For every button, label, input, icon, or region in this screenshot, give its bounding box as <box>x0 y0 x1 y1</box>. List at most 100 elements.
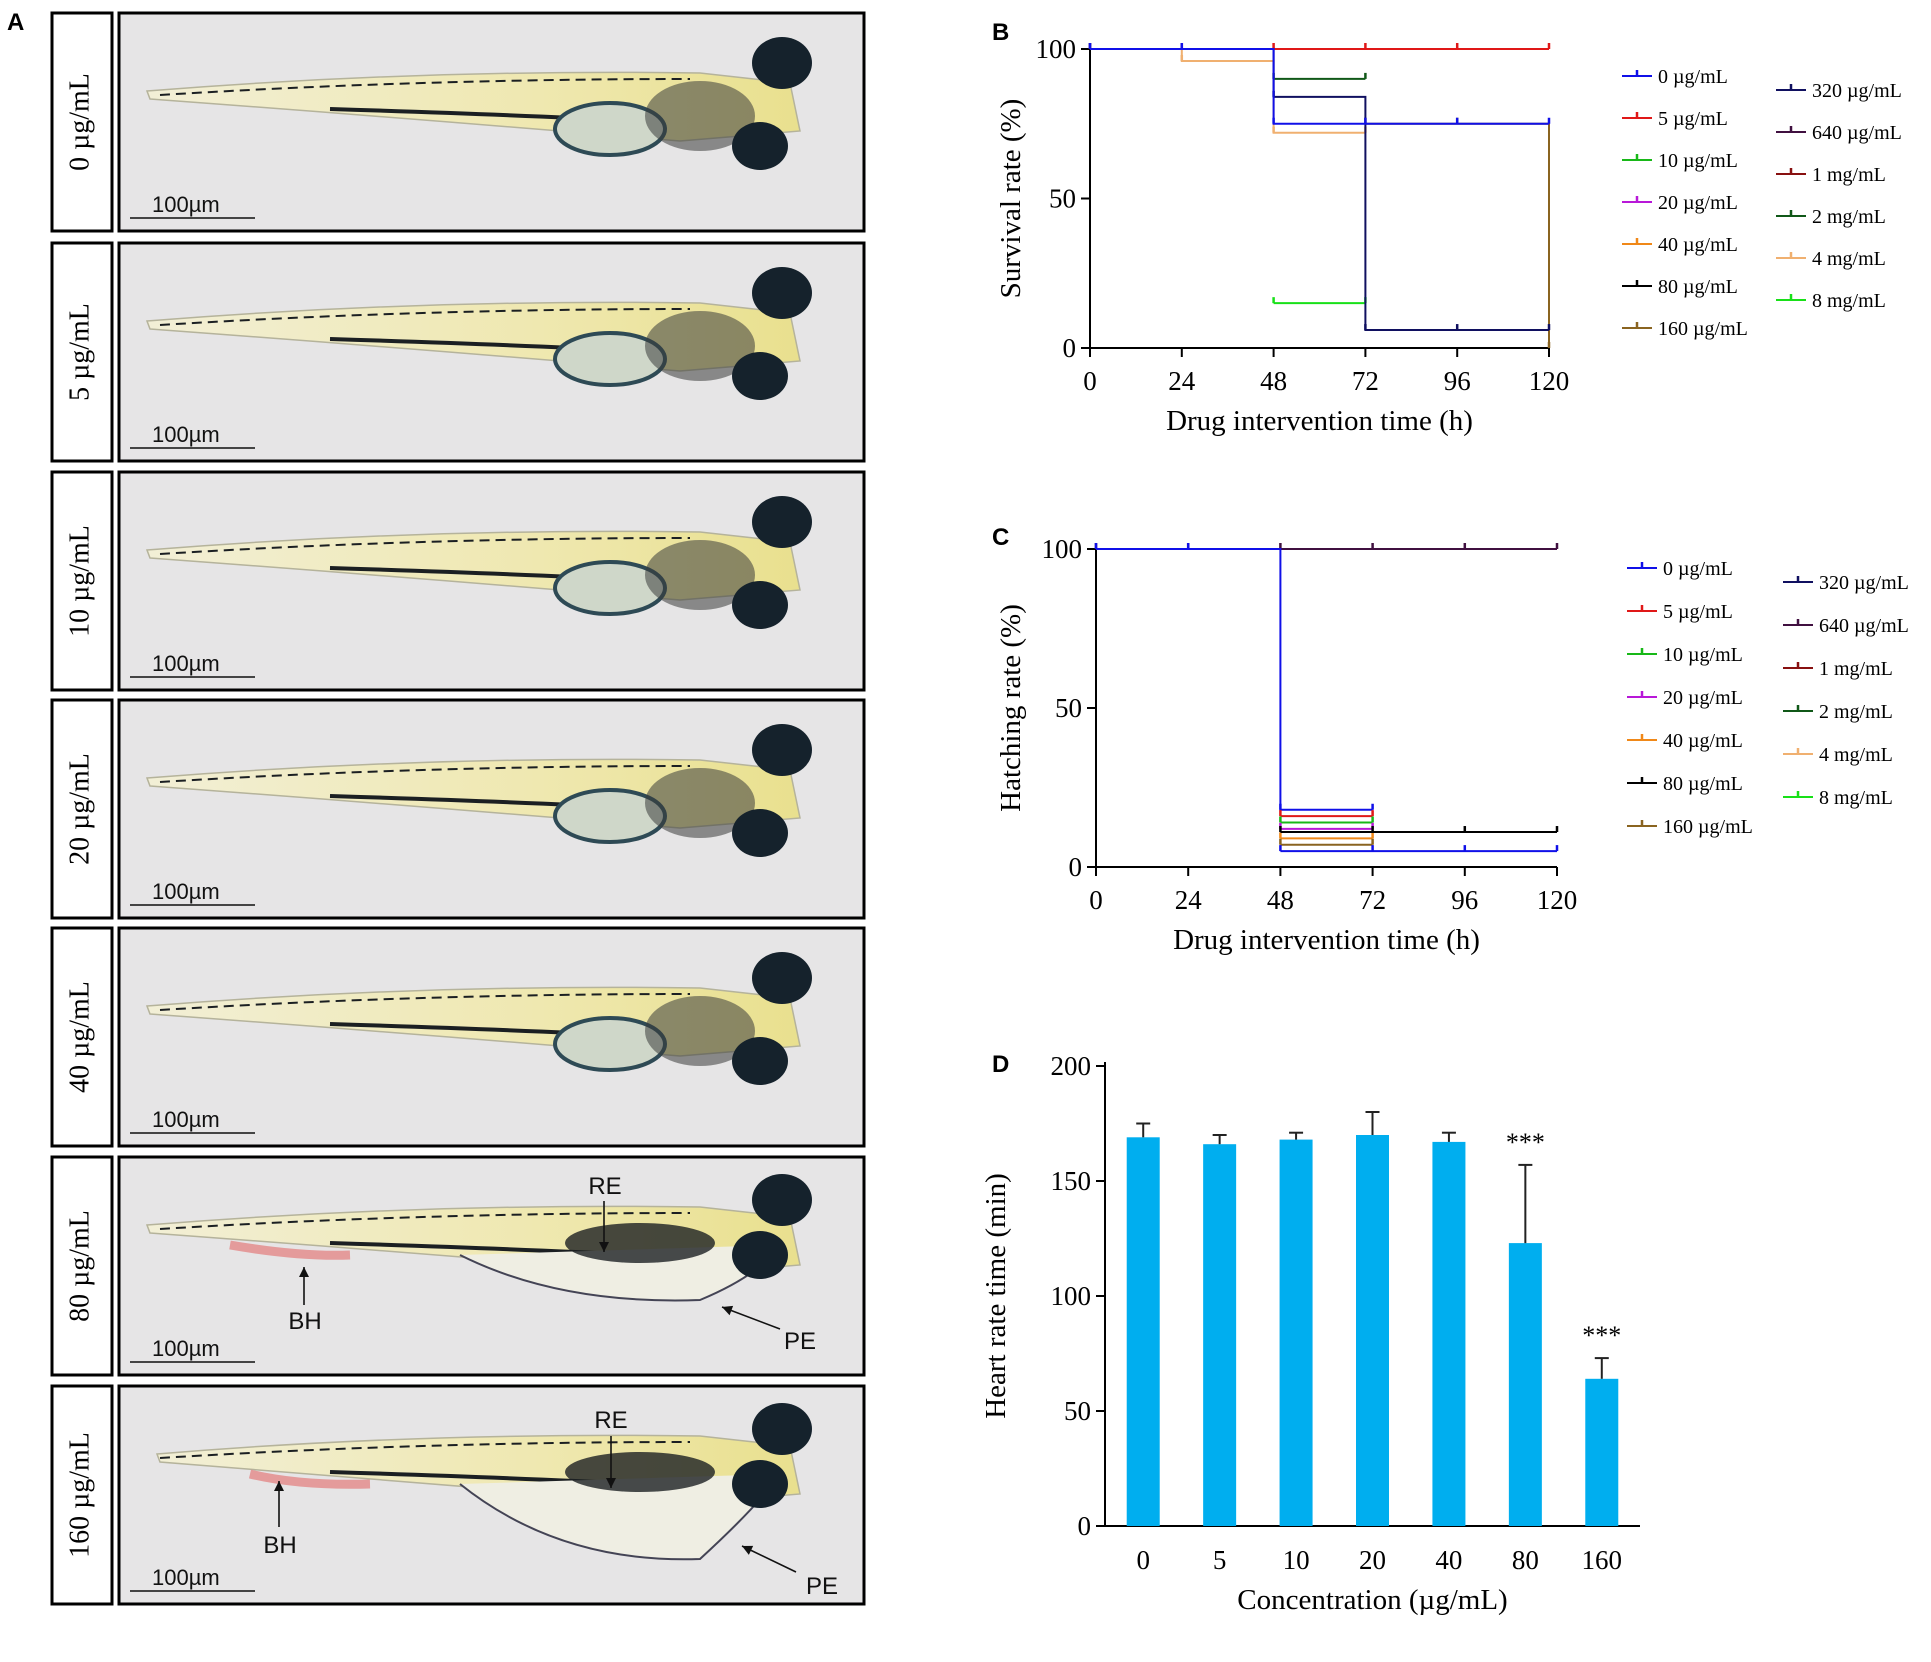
arrow-head <box>722 1305 734 1316</box>
legend-label: 80 µg/mL <box>1658 276 1738 298</box>
panel-c-letter: C <box>992 524 1009 551</box>
bar <box>1508 1243 1542 1526</box>
x-tick-label: 24 <box>1175 885 1203 915</box>
x-tick-label: 120 <box>1529 366 1570 396</box>
panel-d-heart-rate-chart: D 0 50 100 150 200 0 5 10 20 40 80 *** 160 *** Concent… <box>980 1051 1640 1616</box>
series-line <box>1090 48 1549 125</box>
y-tick-label: 0 <box>1063 333 1077 363</box>
scale-bar-label: 100µm <box>152 192 220 217</box>
x-tick-label: 72 <box>1352 366 1379 396</box>
y-axis-title: Survival rate (%) <box>995 99 1027 299</box>
eye <box>752 1174 812 1226</box>
y-tick-label: 100 <box>1042 534 1083 564</box>
annotation-label: RE <box>588 1173 621 1200</box>
x-tick-label: 48 <box>1260 366 1287 396</box>
x-tick-label: 0 <box>1089 885 1103 915</box>
series-line <box>1090 48 1366 134</box>
x-tick-label: 72 <box>1359 885 1386 915</box>
row-label-box <box>50 1155 114 1377</box>
legend-label: 640 µg/mL <box>1812 122 1902 144</box>
legend-label: 0 µg/mL <box>1658 66 1728 88</box>
bar <box>1356 1135 1389 1526</box>
bar <box>1279 1139 1313 1526</box>
y-axis-title: Hatching rate (%) <box>995 604 1027 812</box>
scale-bar-label: 100µm <box>152 1336 220 1361</box>
bar <box>1203 1144 1237 1526</box>
arrow-head <box>599 1242 609 1252</box>
panel-a-row: 20 µg/mL 100µm <box>50 698 866 920</box>
legend-label: 2 mg/mL <box>1819 701 1893 723</box>
eye <box>732 1460 788 1508</box>
y-tick-label: 200 <box>1051 1051 1092 1081</box>
x-tick-label: 48 <box>1267 885 1294 915</box>
panel-a-row: 0 µg/mL 100µm <box>50 11 866 233</box>
eye <box>732 581 788 629</box>
eye <box>732 1037 788 1085</box>
row-label: 20 µg/mL <box>64 753 95 865</box>
eye <box>752 952 812 1004</box>
hemorrhage-region <box>229 1240 351 1260</box>
pigment-line <box>159 537 691 555</box>
panel-a-row: 10 µg/mL 100µm <box>50 470 866 692</box>
pigment-line <box>159 308 691 326</box>
eye <box>752 267 812 319</box>
y-tick-label: 150 <box>1051 1166 1092 1196</box>
x-axis-title: Drug intervention time (h) <box>1173 924 1480 956</box>
bar <box>1126 1137 1160 1526</box>
legend-label: 8 mg/mL <box>1819 787 1893 809</box>
significance-label: *** <box>1582 1321 1621 1350</box>
panel-b-survival-chart: B 0 50 100 0 24 48 72 96 120 Drug intervention ti… <box>992 19 1902 437</box>
x-tick-label: 120 <box>1537 885 1578 915</box>
legend-label: 2 mg/mL <box>1812 206 1886 228</box>
annotation-label: BH <box>288 1308 321 1335</box>
pigment-cluster <box>645 81 755 151</box>
series-line <box>1090 48 1549 332</box>
x-tick-label: 5 <box>1213 1545 1227 1575</box>
larva-image <box>145 724 812 857</box>
annotation-label: RE <box>594 1407 627 1434</box>
y-tick-label: 50 <box>1049 184 1076 214</box>
y-tick-label: 50 <box>1055 693 1082 723</box>
pigment-cluster <box>645 996 755 1066</box>
legend-label: 5 µg/mL <box>1658 108 1728 130</box>
panel-b-letter: B <box>992 19 1009 46</box>
scale-bar-label: 100µm <box>152 1565 220 1590</box>
pigment-cluster <box>645 540 755 610</box>
eye <box>732 809 788 857</box>
x-tick-label: 80 <box>1512 1545 1539 1575</box>
row-label: 5 µg/mL <box>64 303 95 401</box>
eye <box>752 496 812 548</box>
panel-a-row: 160 µg/mL 100µm RE BH PE <box>50 1384 866 1606</box>
legend-label: 160 µg/mL <box>1658 318 1748 340</box>
chart-c-plot: 0 50 100 0 24 48 72 96 120 Drug intervention time… <box>995 534 1909 956</box>
y-tick-label: 0 <box>1069 852 1083 882</box>
panel-a-row: 80 µg/mL 100µm RE BH PE <box>50 1155 866 1377</box>
scale-bar-label: 100µm <box>152 422 220 447</box>
row-label-box <box>50 1384 114 1606</box>
annotation-arrow <box>721 1306 781 1330</box>
panel-d-letter: D <box>992 1051 1009 1078</box>
row-label-box <box>50 926 114 1148</box>
arrow-head <box>299 1267 309 1277</box>
arrow-head <box>274 1481 284 1491</box>
pigment-cluster <box>565 1223 715 1263</box>
bar <box>1432 1141 1466 1526</box>
pigment-line <box>159 993 691 1011</box>
pigment-line <box>159 1212 691 1230</box>
eye <box>732 352 788 400</box>
eye <box>732 122 788 170</box>
x-axis-title: Drug intervention time (h) <box>1166 405 1473 437</box>
panel-a-row: 5 µg/mL 100µm <box>50 241 866 463</box>
chart-b-plot: 0 50 100 0 24 48 72 96 120 Drug intervention time… <box>995 34 1902 437</box>
panel-a-row: 40 µg/mL 100µm <box>50 926 866 1148</box>
legend-label: 0 µg/mL <box>1663 558 1733 580</box>
hemorrhage-region <box>248 1469 371 1489</box>
pigment-line <box>159 78 691 96</box>
legend-label: 320 µg/mL <box>1812 80 1902 102</box>
arrow-head <box>606 1478 616 1488</box>
larva-image <box>145 496 812 629</box>
y-axis-title: Heart rate time (min) <box>980 1173 1012 1419</box>
row-label-box <box>50 698 114 920</box>
